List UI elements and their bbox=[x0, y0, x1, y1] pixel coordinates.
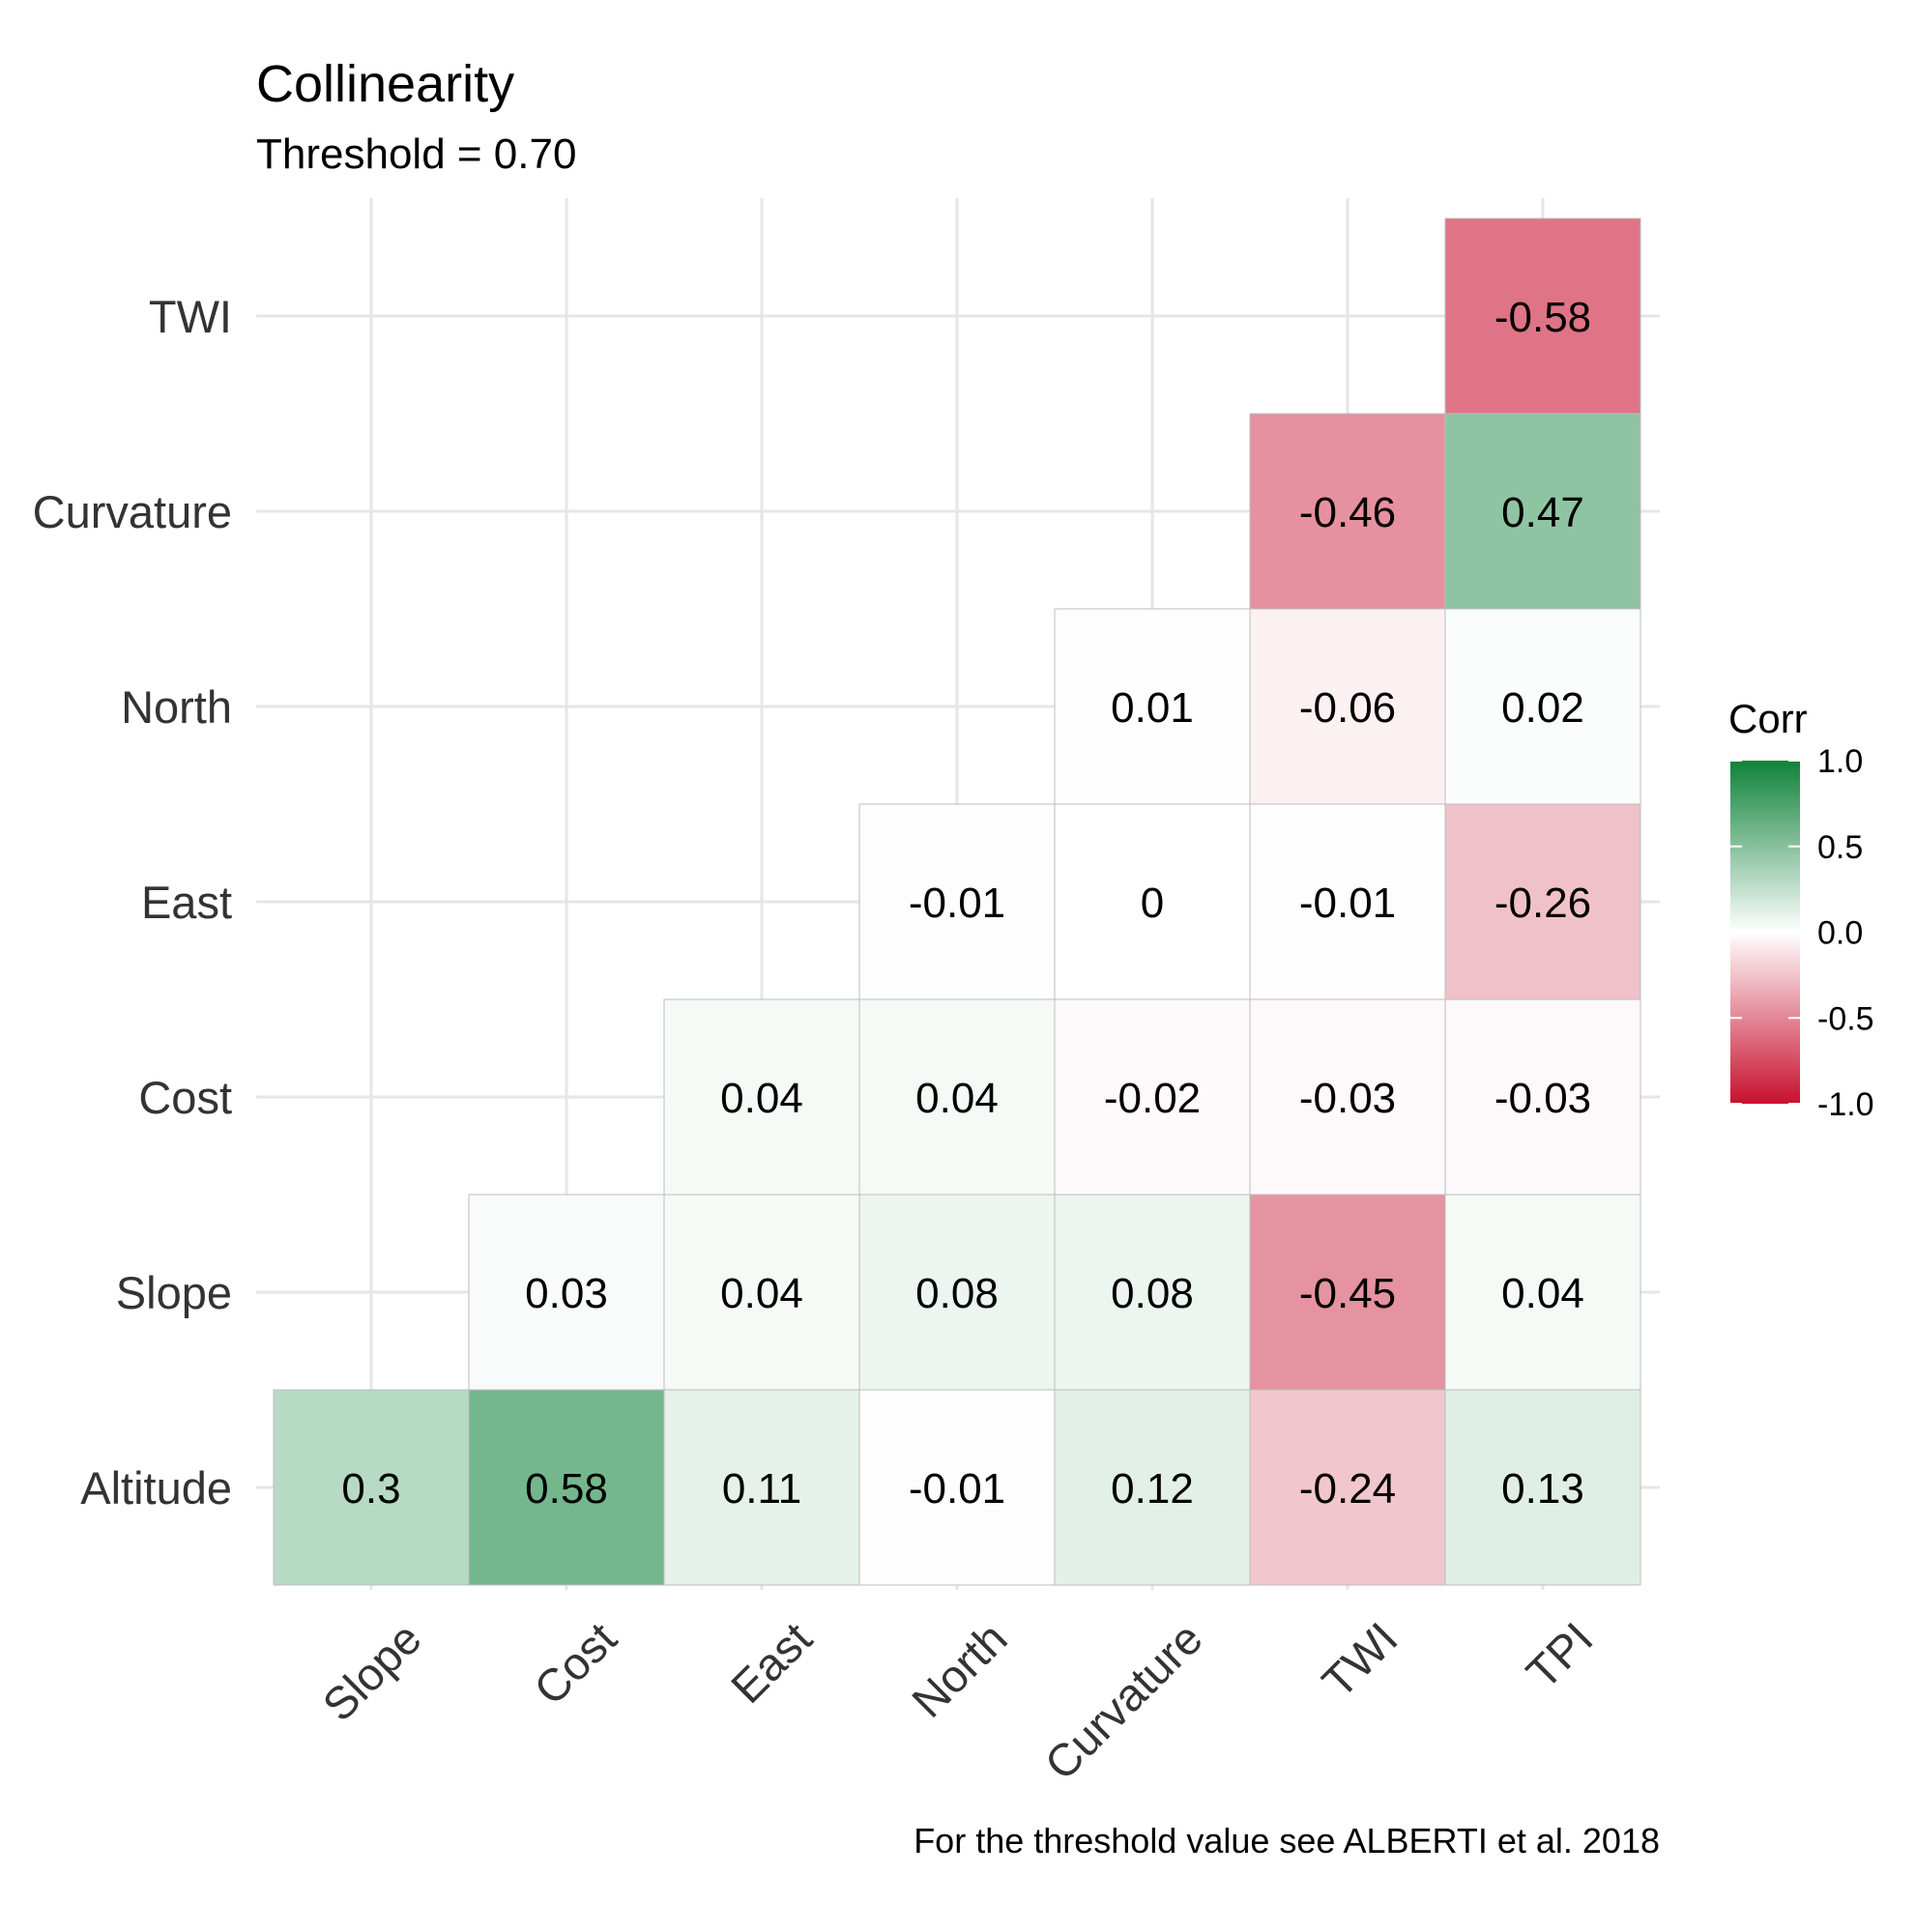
heatmap-cell bbox=[1249, 1194, 1446, 1391]
cell-value-label: 0.02 bbox=[1501, 684, 1584, 732]
x-tick-label: North bbox=[902, 1612, 1017, 1727]
color-legend: Corr 1.0 0.5 0.0 -0.5 -1.0 bbox=[1728, 696, 1874, 1123]
y-tick-label: TWI bbox=[149, 291, 232, 342]
cell-value-label: -0.03 bbox=[1299, 1075, 1396, 1122]
heatmap-cell bbox=[858, 803, 1056, 1000]
y-axis-tick-labels: Altitude Slope Cost East North Curvature TWI bbox=[33, 291, 232, 1514]
cell-value-label: -0.01 bbox=[1299, 879, 1396, 927]
x-tick-label: TWI bbox=[1312, 1612, 1407, 1707]
cell-value-label: 0.04 bbox=[1501, 1270, 1584, 1317]
legend-tick-label: -0.5 bbox=[1817, 1000, 1874, 1037]
heatmap-cell bbox=[1444, 803, 1641, 1000]
heatmap-cells: 0.3 0.58 0.11 -0.01 0.12 -0.24 0.13 0.03 0.04 0.0… bbox=[273, 217, 1641, 1586]
x-tick-label: Curvature bbox=[1034, 1612, 1211, 1789]
cell-value-label: -0.01 bbox=[909, 1465, 1005, 1513]
cell-value-label: -0.46 bbox=[1299, 489, 1396, 536]
y-tick-label: Slope bbox=[116, 1267, 232, 1318]
heatmap-cell bbox=[663, 1194, 860, 1391]
heatmap-cell bbox=[1054, 998, 1251, 1196]
x-tick-label: East bbox=[721, 1612, 822, 1713]
heatmap-cell bbox=[1249, 998, 1446, 1196]
legend-tick-label: 0.5 bbox=[1817, 829, 1863, 866]
cell-value-label: -0.58 bbox=[1494, 294, 1591, 341]
x-tick-label: Cost bbox=[524, 1612, 626, 1715]
cell-value-label: 0.01 bbox=[1111, 684, 1194, 732]
cell-value-label: 0.04 bbox=[915, 1075, 999, 1122]
x-axis-tick-labels: Slope Cost East North Curvature TWI TPI bbox=[312, 1612, 1602, 1789]
heatmap-cell bbox=[663, 998, 860, 1196]
y-tick-label: North bbox=[121, 681, 232, 733]
heatmap-cell bbox=[1444, 1194, 1641, 1391]
cell-value-label: 0.12 bbox=[1111, 1465, 1194, 1513]
y-tick-label: East bbox=[141, 877, 232, 928]
cell-value-label: -0.03 bbox=[1494, 1075, 1591, 1122]
legend-tick-label: 1.0 bbox=[1817, 743, 1863, 780]
heatmap-cell bbox=[1444, 413, 1641, 610]
y-tick-label: Cost bbox=[138, 1072, 232, 1123]
cell-value-label: 0.11 bbox=[722, 1465, 801, 1513]
heatmap-cell bbox=[663, 1389, 860, 1586]
heatmap-cell bbox=[1444, 608, 1641, 805]
chart-title: Collinearity bbox=[256, 55, 514, 113]
heatmap-cell bbox=[1054, 1389, 1251, 1586]
heatmap-cell bbox=[468, 1194, 665, 1391]
cell-value-label: -0.24 bbox=[1299, 1465, 1396, 1513]
chart-caption: For the threshold value see ALBERTI et a… bbox=[914, 1821, 1660, 1860]
heatmap-cell bbox=[1444, 998, 1641, 1196]
cell-value-label: 0.47 bbox=[1501, 489, 1584, 536]
cell-value-label: 0.04 bbox=[720, 1075, 803, 1122]
cell-value-label: -0.26 bbox=[1494, 879, 1591, 927]
cell-value-label: 0.08 bbox=[1111, 1270, 1194, 1317]
heatmap-cell bbox=[1249, 608, 1446, 805]
heatmap-cell bbox=[1249, 803, 1446, 1000]
heatmap-cell bbox=[1444, 217, 1641, 415]
legend-title: Corr bbox=[1728, 696, 1808, 741]
cell-value-label: -0.06 bbox=[1299, 684, 1396, 732]
x-tick-label: TPI bbox=[1516, 1612, 1602, 1698]
legend-tick-label: 0.0 bbox=[1817, 915, 1863, 952]
cell-value-label: 0.3 bbox=[341, 1465, 400, 1513]
heatmap-cell bbox=[1249, 1389, 1446, 1586]
cell-value-label: 0.58 bbox=[525, 1465, 608, 1513]
y-tick-label: Curvature bbox=[33, 486, 232, 537]
heatmap-cell bbox=[1054, 1194, 1251, 1391]
heatmap-cell bbox=[1054, 608, 1251, 805]
cell-value-label: 0.03 bbox=[525, 1270, 608, 1317]
chart-subtitle: Threshold = 0.70 bbox=[256, 130, 576, 178]
cell-value-label: 0.04 bbox=[720, 1270, 803, 1317]
cell-value-label: 0 bbox=[1141, 879, 1164, 927]
heatmap-cell bbox=[1054, 803, 1251, 1000]
heatmap-cell bbox=[1249, 413, 1446, 610]
cell-value-label: -0.02 bbox=[1104, 1075, 1201, 1122]
x-tick-label: Slope bbox=[312, 1612, 430, 1730]
cell-value-label: -0.01 bbox=[909, 879, 1005, 927]
heatmap-cell bbox=[858, 1194, 1056, 1391]
cell-value-label: 0.08 bbox=[915, 1270, 999, 1317]
cell-value-label: -0.45 bbox=[1299, 1270, 1396, 1317]
y-tick-label: Altitude bbox=[80, 1462, 232, 1514]
heatmap-cell bbox=[858, 998, 1056, 1196]
cell-value-label: 0.13 bbox=[1501, 1465, 1584, 1513]
legend-tick-label: -1.0 bbox=[1817, 1086, 1874, 1123]
heatmap-cell bbox=[273, 1389, 470, 1586]
heatmap-cell bbox=[1444, 1389, 1641, 1586]
